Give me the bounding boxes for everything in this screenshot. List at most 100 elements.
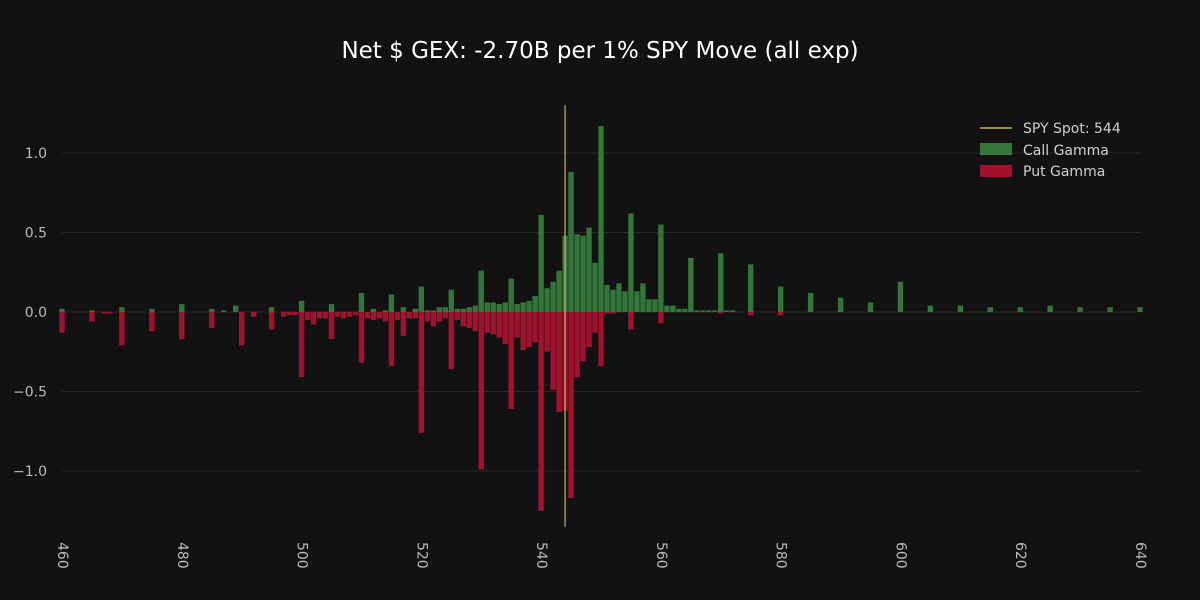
- put-gamma-bar: [490, 312, 496, 335]
- put-gamma-bar: [532, 312, 538, 343]
- put-gamma-bar: [484, 312, 490, 333]
- x-tick-label: 580: [773, 542, 789, 569]
- x-tick-label: 480: [174, 542, 190, 569]
- call-gamma-bar: [232, 305, 239, 312]
- call-gamma-bar: [508, 278, 514, 312]
- y-tick-label: 0.5: [25, 226, 47, 242]
- put-gamma-bar: [268, 312, 275, 330]
- call-gamma-bar: [382, 310, 389, 312]
- put-gamma-bar: [658, 312, 664, 324]
- call-gamma-bar: [119, 307, 125, 312]
- put-gamma-bar: [322, 312, 329, 319]
- x-axis-ticks: 460 480 500 520 540 560 580 600 620 640: [54, 542, 1148, 569]
- call-gamma-bar: [867, 302, 874, 312]
- call-gamma-bar: [807, 292, 814, 312]
- put-gamma-bar: [460, 312, 466, 327]
- call-gamma-bar: [424, 310, 431, 312]
- call-gamma-bar: [777, 286, 784, 312]
- put-gamma-bar: [346, 312, 353, 317]
- call-gamma-bar: [514, 304, 520, 312]
- call-gamma-bar: [496, 304, 502, 312]
- legend-put-swatch: [980, 165, 1012, 177]
- call-gamma-bar: [1047, 305, 1053, 312]
- put-gamma-bar: [430, 312, 437, 327]
- call-gamma-bar: [718, 253, 724, 312]
- call-gamma-bar: [466, 307, 472, 312]
- call-gamma-bar: [418, 286, 425, 312]
- put-gamma-bar: [364, 312, 371, 319]
- put-gamma-bar: [394, 312, 401, 320]
- put-gamma-bar: [370, 312, 377, 320]
- call-gamma-bar: [622, 291, 628, 312]
- put-gamma-bar: [454, 312, 460, 320]
- call-gamma-bar: [460, 308, 466, 312]
- put-gamma-bar: [340, 312, 347, 319]
- call-gamma-bar: [634, 291, 640, 312]
- call-gamma-bar: [592, 262, 598, 312]
- put-gamma-bar: [238, 312, 245, 346]
- put-gamma-bar: [286, 312, 293, 316]
- legend-put-label: Put Gamma: [1023, 164, 1105, 180]
- put-gamma-bar: [382, 312, 389, 322]
- put-gamma-bar: [418, 312, 425, 433]
- put-gamma-bar: [292, 312, 299, 316]
- call-gamma-bar: [927, 305, 934, 312]
- call-gamma-bar: [957, 305, 964, 312]
- put-gamma-bar: [209, 312, 215, 328]
- put-gamma-bar: [179, 312, 185, 340]
- call-gamma-bar: [490, 302, 496, 312]
- call-gamma-bar: [526, 300, 532, 312]
- put-gamma-bar: [107, 312, 113, 314]
- x-tick-label: 460: [54, 542, 70, 569]
- put-gamma-bar: [748, 312, 754, 316]
- put-gamma-bar: [316, 312, 323, 319]
- legend-call-label: Call Gamma: [1023, 143, 1109, 159]
- call-gamma-bar: [268, 307, 275, 312]
- call-gamma-bar: [448, 289, 454, 312]
- call-gamma-bar: [1107, 307, 1113, 312]
- call-gamma-bar: [388, 294, 395, 312]
- put-gamma-bar: [496, 312, 502, 338]
- put-gamma-bar: [119, 312, 125, 346]
- y-axis-ticks: 1.0 0.5 0.0 −0.5 −1.0: [13, 146, 47, 480]
- put-gamma-bar: [406, 312, 413, 319]
- call-gamma-bar: [1137, 307, 1143, 312]
- put-gamma-bar: [568, 312, 574, 499]
- put-gamma-bars: [59, 312, 784, 511]
- put-gamma-bar: [334, 312, 341, 317]
- x-tick-label: 600: [892, 542, 908, 569]
- call-gamma-bar: [221, 310, 227, 312]
- call-gamma-bar: [897, 281, 904, 312]
- y-tick-label: 1.0: [25, 146, 47, 162]
- x-tick-label: 500: [294, 542, 310, 569]
- chart-title: Net $ GEX: -2.70B per 1% SPY Move (all e…: [341, 38, 859, 64]
- put-gamma-bar: [250, 312, 257, 317]
- call-gamma-bar: [328, 304, 335, 312]
- x-tick-label: 560: [653, 542, 669, 569]
- legend: SPY Spot: 544 Call Gamma Put Gamma: [980, 121, 1121, 180]
- call-gamma-bar: [706, 310, 712, 312]
- call-gamma-bar: [550, 281, 556, 312]
- call-gamma-bars: [59, 125, 1143, 312]
- put-gamma-bar: [358, 312, 365, 363]
- call-gamma-bar: [616, 283, 622, 312]
- call-gamma-bar: [430, 310, 437, 312]
- put-gamma-bar: [526, 312, 532, 347]
- call-gamma-bar: [179, 304, 185, 312]
- call-gamma-bar: [472, 305, 478, 312]
- put-gamma-bar: [777, 312, 784, 316]
- put-gamma-bar: [502, 312, 508, 344]
- call-gamma-bar: [538, 215, 544, 312]
- call-gamma-bar: [730, 310, 736, 312]
- put-gamma-bar: [101, 312, 107, 314]
- legend-call-swatch: [980, 143, 1012, 155]
- call-gamma-bar: [412, 308, 419, 312]
- call-gamma-bar: [484, 302, 490, 312]
- put-gamma-bar: [604, 312, 610, 314]
- call-gamma-bar: [652, 299, 658, 312]
- put-gamma-bar: [628, 312, 634, 330]
- call-gamma-bar: [646, 299, 652, 312]
- put-gamma-bar: [424, 312, 431, 322]
- call-gamma-bar: [568, 172, 574, 312]
